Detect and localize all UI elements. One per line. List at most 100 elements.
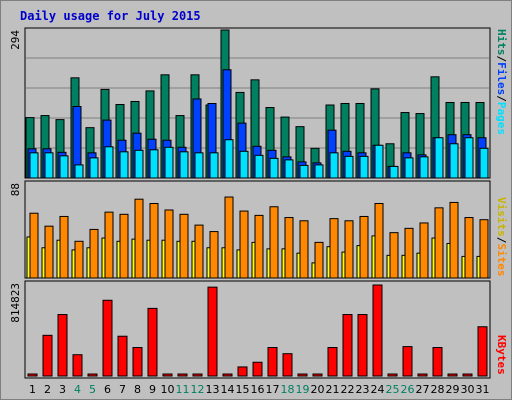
x-tick-label: 19 — [296, 383, 310, 396]
kbytes-bar — [237, 366, 248, 377]
kbytes-bar — [432, 347, 443, 377]
pages-bar — [344, 155, 354, 179]
sites-bar — [149, 203, 159, 279]
x-tick-label: 23 — [356, 383, 370, 396]
sites-bar — [419, 222, 429, 279]
kbytes-bar — [477, 326, 488, 377]
sites-bar — [449, 201, 459, 279]
legend-kbytes: KBytes — [495, 335, 508, 375]
sites-bar — [479, 219, 489, 279]
kbytes-bar — [222, 373, 233, 377]
kbytes-bar — [42, 334, 53, 377]
x-tick-label: 13 — [206, 383, 220, 396]
pages-bar — [449, 143, 459, 179]
kbytes-bar — [177, 373, 188, 377]
sites-bar — [389, 232, 399, 279]
legend-separator: / — [495, 95, 508, 102]
legend-separator: / — [495, 56, 508, 63]
pages-bar — [164, 146, 174, 179]
kbytes-bar — [387, 373, 398, 377]
kbytes-bar — [327, 347, 338, 377]
x-tick-label: 26 — [401, 383, 415, 396]
sites-bar — [329, 218, 339, 279]
sites-bar — [284, 217, 294, 279]
sites-bar — [299, 220, 309, 279]
x-tick-label: 28 — [431, 383, 445, 396]
kbytes-bar — [282, 353, 293, 377]
sites-bar — [344, 220, 354, 279]
sites-bar — [59, 215, 69, 279]
pages-bar — [194, 152, 204, 179]
x-tick-label: 7 — [119, 383, 126, 396]
x-tick-label: 25 — [386, 383, 400, 396]
chart-title: Daily usage for July 2015 — [20, 9, 201, 23]
kbytes-bar — [87, 373, 98, 377]
x-tick-label: 9 — [149, 383, 156, 396]
x-tick-label: 22 — [341, 383, 355, 396]
x-tick-label: 29 — [446, 383, 460, 396]
legend-hits: Hits — [495, 29, 508, 56]
pages-bar — [59, 155, 69, 179]
sites-bar — [164, 209, 174, 279]
x-tick-label: 17 — [266, 383, 280, 396]
pages-bar — [29, 152, 39, 179]
x-tick-label: 31 — [476, 383, 490, 396]
x-tick-label: 6 — [104, 383, 111, 396]
kbytes-bar — [447, 373, 458, 377]
x-tick-label: 3 — [59, 383, 66, 396]
pages-bar — [374, 144, 384, 179]
x-tick-label: 18 — [281, 383, 295, 396]
pages-bar — [239, 150, 249, 179]
legend-separator: / — [495, 237, 508, 244]
kbytes-bar — [357, 314, 368, 377]
sites-bar — [119, 213, 129, 279]
sites-bar — [134, 198, 144, 279]
pages-bar — [104, 146, 114, 179]
sites-bar — [314, 241, 324, 279]
sites-bar — [374, 203, 384, 279]
sites-bar — [404, 227, 414, 279]
y-axis-max-label: 294 — [9, 30, 22, 50]
sites-bar — [224, 196, 234, 279]
x-tick-label: 20 — [311, 383, 325, 396]
y-axis-max-label: 814823 — [9, 283, 22, 323]
x-tick-label: 1 — [29, 383, 36, 396]
sites-bar — [464, 217, 474, 279]
x-tick-label: 27 — [416, 383, 430, 396]
sites-bar — [104, 211, 114, 279]
kbytes-bar — [252, 361, 263, 377]
x-tick-label: 4 — [74, 383, 81, 396]
y-axis-max-label: 88 — [9, 183, 22, 196]
legend-pages: Pages — [495, 102, 508, 135]
pages-bar — [464, 137, 474, 179]
pages-bar — [389, 165, 399, 179]
legend-kbytes: KBytes — [495, 335, 508, 375]
kbytes-bar — [312, 373, 323, 377]
sites-bar — [74, 240, 84, 279]
sites-bar — [239, 210, 249, 279]
x-tick-label: 24 — [371, 383, 385, 396]
kbytes-bar — [402, 346, 413, 377]
sites-bar — [254, 214, 264, 279]
pages-bar — [329, 152, 339, 179]
pages-bar — [404, 157, 414, 179]
pages-bar — [224, 139, 234, 179]
pages-bar — [179, 151, 189, 179]
sites-bar — [44, 225, 54, 279]
pages-bar — [254, 154, 264, 179]
pages-bar — [419, 156, 429, 179]
sites-bar — [359, 215, 369, 279]
kbytes-bar — [342, 314, 353, 377]
kbytes-bar — [102, 299, 113, 377]
x-tick-label: 12 — [191, 383, 205, 396]
sites-bar — [434, 207, 444, 279]
pages-bar — [479, 147, 489, 179]
kbytes-bar — [192, 373, 203, 377]
sites-bar — [29, 212, 39, 279]
kbytes-bar — [267, 347, 278, 377]
kbytes-bar — [117, 335, 128, 377]
x-tick-label: 10 — [161, 383, 175, 396]
kbytes-bar — [297, 373, 308, 377]
kbytes-bar — [162, 373, 173, 377]
